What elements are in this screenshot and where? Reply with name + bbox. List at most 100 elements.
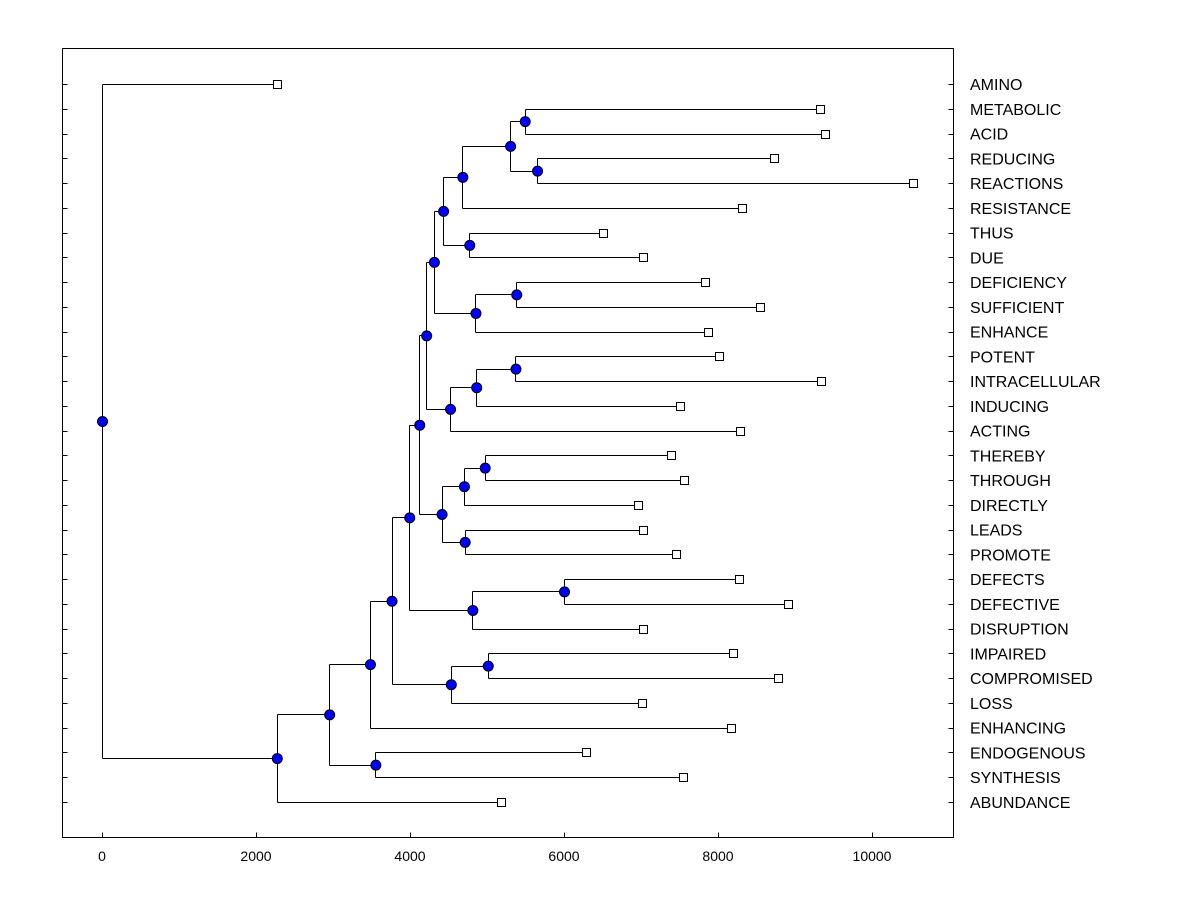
x-axis: 0 2000 4000 6000 8000 10000 <box>98 832 892 864</box>
leaf-marker <box>639 253 648 262</box>
dendrogram-branches <box>102 84 914 803</box>
leaf-tick-marks <box>62 84 954 803</box>
leaf-label: ACID <box>970 127 1008 144</box>
node-marker <box>324 709 336 721</box>
node-marker <box>445 403 457 415</box>
leaf-label: ENHANCE <box>970 325 1048 342</box>
leaf-marker <box>497 798 506 807</box>
leaf-marker <box>816 105 825 114</box>
leaf-label: DEFECTIVE <box>970 597 1060 614</box>
leaf-label: ABUNDANCE <box>970 795 1070 812</box>
leaf-marker <box>639 526 648 535</box>
node-marker <box>471 382 483 394</box>
x-tick-label: 8000 <box>702 848 733 864</box>
leaf-label: DUE <box>970 250 1004 267</box>
x-tick-label: 2000 <box>240 848 271 864</box>
leaf-label: THEREBY <box>970 448 1046 465</box>
leaf-label: DEFECTS <box>970 572 1045 589</box>
node-marker <box>414 419 426 431</box>
node-marker <box>386 595 398 607</box>
node-marker <box>505 140 517 152</box>
leaf-marker <box>639 625 648 634</box>
x-tick-label: 0 <box>98 848 106 864</box>
leaf-marker <box>727 724 736 733</box>
leaf-marker <box>680 476 689 485</box>
node-marker <box>421 330 433 342</box>
node-marker <box>511 289 523 301</box>
leaf-marker <box>634 501 643 510</box>
node-marker <box>532 165 544 177</box>
node-marker <box>436 509 448 521</box>
node-marker <box>438 205 450 217</box>
node-marker <box>559 586 570 598</box>
leaf-label: LEADS <box>970 523 1022 540</box>
node-markers <box>97 116 570 771</box>
leaf-marker <box>738 204 747 213</box>
leaf-label: THUS <box>970 226 1014 243</box>
node-marker <box>470 307 482 319</box>
leaf-marker <box>582 748 591 757</box>
leaf-marker <box>701 278 710 287</box>
node-marker <box>97 416 108 428</box>
node-marker <box>457 171 469 183</box>
x-tick-label: 4000 <box>394 848 425 864</box>
leaf-marker <box>599 229 608 238</box>
node-marker <box>519 116 531 128</box>
node-marker <box>404 512 416 524</box>
node-marker <box>271 753 283 765</box>
leaf-label: INDUCING <box>970 399 1049 416</box>
leaf-label: REACTIONS <box>970 176 1063 193</box>
leaf-label: IMPAIRED <box>970 646 1046 663</box>
node-marker <box>467 604 479 616</box>
leaf-marker <box>736 427 745 436</box>
node-marker <box>482 660 494 672</box>
leaf-marker <box>704 328 713 337</box>
leaf-label: DEFICIENCY <box>970 275 1067 292</box>
leaf-label: THROUGH <box>970 473 1051 490</box>
node-marker <box>458 481 470 493</box>
node-marker <box>364 659 376 671</box>
plot-frame <box>62 48 954 838</box>
leaf-marker <box>817 377 826 386</box>
leaf-label: AMINO <box>970 77 1022 94</box>
leaf-marker <box>774 674 783 683</box>
x-tick-label: 6000 <box>548 848 579 864</box>
node-marker <box>510 363 522 375</box>
node-marker <box>464 239 476 251</box>
leaf-marker <box>821 130 830 139</box>
leaf-marker <box>672 550 681 559</box>
node-marker <box>479 462 491 474</box>
leaf-marker <box>735 575 744 584</box>
node-marker <box>428 256 440 268</box>
leaf-label: RESISTANCE <box>970 201 1071 218</box>
leaf-labels: AMINO METABOLIC ACID REDUCING REACTIONS RESIS… <box>970 77 1101 812</box>
node-marker <box>445 679 457 691</box>
leaf-label: SYNTHESIS <box>970 770 1061 787</box>
leaf-marker <box>679 773 688 782</box>
leaf-marker <box>729 649 738 658</box>
leaf-label: REDUCING <box>970 151 1055 168</box>
x-tick-label: 10000 <box>853 848 892 864</box>
leaf-label: COMPROMISED <box>970 671 1093 688</box>
leaf-markers <box>273 80 918 807</box>
leaf-marker <box>715 352 724 361</box>
leaf-label: INTRACELLULAR <box>970 374 1101 391</box>
leaf-label: ENHANCING <box>970 721 1066 738</box>
leaf-marker <box>667 451 676 460</box>
leaf-label: POTENT <box>970 349 1035 366</box>
leaf-label: PROMOTE <box>970 547 1051 564</box>
leaf-marker <box>273 80 282 89</box>
leaf-label: SUFFICIENT <box>970 300 1064 317</box>
leaf-label: ENDOGENOUS <box>970 745 1086 762</box>
leaf-marker <box>909 179 918 188</box>
leaf-marker <box>770 154 779 163</box>
leaf-label: DISRUPTION <box>970 622 1069 639</box>
leaf-marker <box>784 600 793 609</box>
leaf-label: ACTING <box>970 424 1030 441</box>
leaf-marker <box>756 303 765 312</box>
leaf-label: METABOLIC <box>970 102 1061 119</box>
leaf-label: DIRECTLY <box>970 498 1048 515</box>
node-marker <box>370 759 382 771</box>
leaf-label: LOSS <box>970 696 1013 713</box>
